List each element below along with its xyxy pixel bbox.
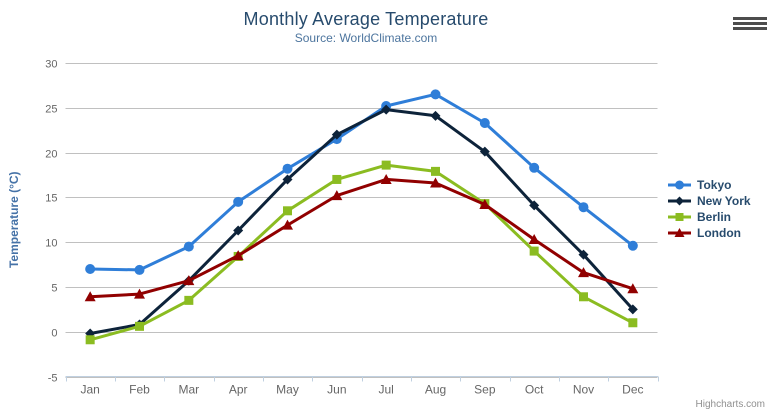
data-point-marker[interactable] <box>184 295 194 305</box>
data-point-marker[interactable] <box>479 199 491 210</box>
y-axis-label: 5 <box>51 283 57 295</box>
series-line-london <box>88 177 635 299</box>
legend-item-london[interactable]: London <box>668 225 751 241</box>
data-point-marker[interactable] <box>380 173 392 184</box>
x-axis-label: Mar <box>178 383 199 397</box>
legend-item-berlin[interactable]: Berlin <box>668 209 751 225</box>
series-london <box>84 173 639 302</box>
y-axis-title: Temperature (°C) <box>7 171 21 268</box>
data-point-marker[interactable] <box>479 118 490 129</box>
data-point-marker[interactable] <box>85 264 96 275</box>
x-axis-label: Jul <box>378 383 393 397</box>
data-point-marker[interactable] <box>674 228 685 237</box>
data-point-marker[interactable] <box>675 180 684 190</box>
circle-marker-icon <box>668 180 691 190</box>
data-point-marker[interactable] <box>529 246 539 256</box>
y-axis-label: 20 <box>45 149 57 161</box>
data-point-marker[interactable] <box>431 166 440 176</box>
square-marker-icon <box>668 213 691 221</box>
legend-item-tokyo[interactable]: Tokyo <box>668 177 751 193</box>
triangle-marker-icon <box>668 228 691 237</box>
data-point-marker[interactable] <box>381 104 392 115</box>
x-axis-label: Dec <box>622 383 643 397</box>
data-point-marker[interactable] <box>282 163 293 174</box>
data-point-marker[interactable] <box>134 264 145 275</box>
data-point-marker[interactable] <box>331 129 342 140</box>
x-axis-label: May <box>276 383 299 397</box>
data-point-marker[interactable] <box>85 335 95 345</box>
legend-label: London <box>697 226 741 240</box>
data-point-marker[interactable] <box>627 240 638 251</box>
series-line-new-york <box>88 108 635 335</box>
series-tokyo <box>85 89 638 275</box>
x-axis-label: Jan <box>80 383 99 397</box>
hamburger-bar <box>733 17 767 20</box>
data-point-marker[interactable] <box>232 250 244 261</box>
data-point-marker[interactable] <box>675 213 684 221</box>
series-berlin <box>85 160 638 345</box>
data-point-marker[interactable] <box>183 275 195 286</box>
data-point-marker[interactable] <box>578 267 589 278</box>
hamburger-bar <box>733 27 767 30</box>
data-point-marker[interactable] <box>331 190 343 201</box>
x-axis-label: Oct <box>525 383 544 397</box>
data-point-marker[interactable] <box>430 177 441 188</box>
series-new-york <box>85 104 638 339</box>
data-point-marker[interactable] <box>283 206 292 216</box>
data-point-marker[interactable] <box>84 291 96 302</box>
x-axis-label: Feb <box>129 383 150 397</box>
series-line-berlin <box>88 163 635 342</box>
data-point-marker[interactable] <box>282 219 293 230</box>
x-axis-label: Nov <box>573 383 594 397</box>
credits-link[interactable]: Highcharts.com <box>695 399 765 410</box>
data-point-marker[interactable] <box>183 241 194 252</box>
data-point-marker[interactable] <box>528 233 540 244</box>
y-axis-label: 15 <box>45 193 57 205</box>
legend-label: Berlin <box>697 210 732 224</box>
data-point-marker[interactable] <box>579 292 588 302</box>
y-axis-label: 25 <box>45 104 57 116</box>
data-point-marker[interactable] <box>430 89 441 100</box>
data-point-marker[interactable] <box>134 288 145 299</box>
hamburger-bar <box>733 22 767 25</box>
y-axis-label: 0 <box>51 328 57 340</box>
y-axis-label: 30 <box>45 59 57 71</box>
data-point-marker[interactable] <box>135 321 144 331</box>
data-point-marker[interactable] <box>430 110 441 121</box>
data-point-marker[interactable] <box>282 174 293 185</box>
data-point-marker[interactable] <box>627 283 639 294</box>
legend-item-new-york[interactable]: New York <box>668 193 751 209</box>
y-axis-label: -5 <box>48 373 58 385</box>
data-point-marker[interactable] <box>529 200 540 211</box>
data-point-marker[interactable] <box>381 160 391 170</box>
data-point-marker[interactable] <box>627 304 638 315</box>
data-point-marker[interactable] <box>332 174 342 184</box>
x-axis-label: Aug <box>425 383 446 397</box>
hamburger-icon[interactable] <box>733 17 767 31</box>
x-axis-label: Jun <box>327 383 346 397</box>
data-point-marker[interactable] <box>233 196 244 207</box>
data-point-marker[interactable] <box>628 318 638 328</box>
chart-title: Monthly Average Temperature <box>243 9 489 29</box>
x-axis-label: Sep <box>474 383 496 397</box>
chart-subtitle: Source: WorldClimate.com <box>294 31 438 45</box>
data-point-marker[interactable] <box>578 249 589 260</box>
data-point-marker[interactable] <box>578 202 589 213</box>
legend-label: New York <box>697 194 751 208</box>
diamond-marker-icon <box>668 196 691 206</box>
data-point-marker[interactable] <box>479 146 490 157</box>
data-point-marker[interactable] <box>529 162 540 173</box>
legend-label: Tokyo <box>697 178 732 192</box>
data-point-marker[interactable] <box>233 225 244 236</box>
data-point-marker[interactable] <box>675 196 684 206</box>
x-axis-label: Apr <box>229 383 248 397</box>
legend: Tokyo New York Berlin London <box>668 177 751 241</box>
y-axis-label: 10 <box>45 238 57 250</box>
